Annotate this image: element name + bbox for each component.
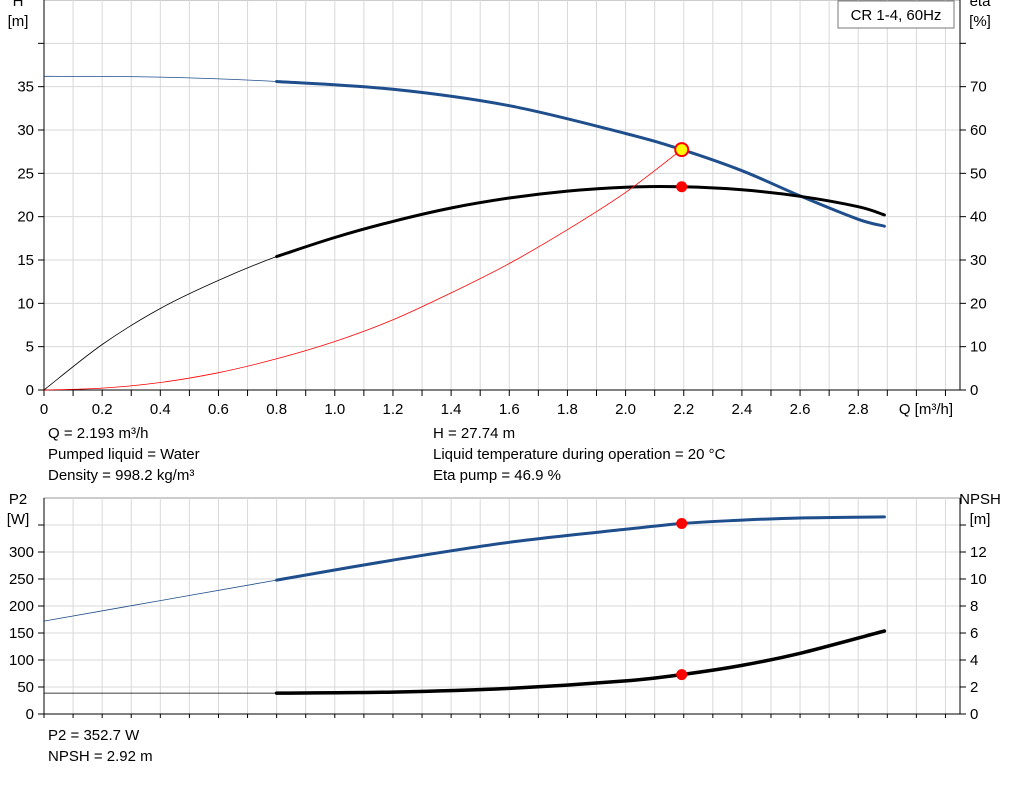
operating-point-p2 <box>676 518 688 530</box>
info-liquid: Pumped liquid = Water <box>48 446 200 463</box>
y-right-tick-label: 0 <box>970 382 978 399</box>
y-left-unit: [m] <box>8 13 29 30</box>
y-left-label: H <box>13 0 24 10</box>
y-right-label: NPSH <box>959 491 1001 508</box>
operating-point-eta <box>676 181 688 193</box>
y-left-tick-label: 30 <box>17 122 34 139</box>
y-left-label: P2 <box>9 491 27 508</box>
x-tick-label: 1.4 <box>441 401 462 418</box>
x-tick-label: 0.8 <box>266 401 287 418</box>
y-left-tick-label: 150 <box>9 625 34 642</box>
y-left-tick-label: 5 <box>26 339 34 356</box>
info-flow: Q = 2.193 m³/h <box>48 425 149 442</box>
y-left-tick-label: 25 <box>17 165 34 182</box>
series-line-1-0 <box>43 516 885 622</box>
y-right-tick-label: 20 <box>970 295 987 312</box>
operating-point-npsh <box>676 669 688 681</box>
x-tick-label: 2.8 <box>848 401 869 418</box>
x-tick-label: 2.6 <box>790 401 811 418</box>
series-operating-line-0-1 <box>275 185 886 258</box>
info-temperature: Liquid temperature during operation = 20… <box>433 446 726 463</box>
x-tick-label: 0.2 <box>92 401 113 418</box>
legend-label: CR 1-4, 60Hz <box>851 7 942 24</box>
y-left-tick-label: 15 <box>17 252 34 269</box>
x-tick-label: 0 <box>40 401 48 418</box>
y-left-tick-label: 35 <box>17 79 34 96</box>
y-left-tick-label: 300 <box>9 544 34 561</box>
x-tick-label: 0.4 <box>150 401 171 418</box>
y-right-tick-label: 60 <box>970 122 987 139</box>
y-right-tick-label: 10 <box>970 571 987 588</box>
plot-frame-0 <box>43 0 961 391</box>
x-tick-label: 0.6 <box>208 401 229 418</box>
legend-box <box>837 0 955 29</box>
y-right-tick-label: 40 <box>970 209 987 226</box>
series-operating-line-0-0 <box>275 80 886 228</box>
x-tick-label: 2.0 <box>615 401 636 418</box>
info-npsh: NPSH = 2.92 m <box>48 748 153 765</box>
y-right-tick-label: 10 <box>970 339 987 356</box>
y-right-tick-label: 2 <box>970 679 978 696</box>
y-right-tick-label: 8 <box>970 598 978 615</box>
y-left-tick-label: 0 <box>26 382 34 399</box>
operating-point-head <box>674 142 690 158</box>
y-right-tick-label: 4 <box>970 652 978 669</box>
series-line-0-2 <box>43 149 682 391</box>
y-left-tick-label: 10 <box>17 295 34 312</box>
y-right-unit: [m] <box>970 511 991 528</box>
y-left-tick-label: 100 <box>9 652 34 669</box>
y-left-tick-label: 0 <box>26 706 34 723</box>
y-right-unit: [%] <box>969 13 991 30</box>
x-axis-label: Q [m³/h] <box>899 401 953 418</box>
x-tick-label: 1.6 <box>499 401 520 418</box>
y-left-tick-label: 20 <box>17 209 34 226</box>
y-right-tick-label: 6 <box>970 625 978 642</box>
y-left-tick-label: 50 <box>17 679 34 696</box>
y-right-tick-label: 50 <box>970 165 987 182</box>
x-tick-label: 2.2 <box>673 401 694 418</box>
info-eta: Eta pump = 46.9 % <box>433 467 561 484</box>
x-tick-label: 2.4 <box>731 401 752 418</box>
info-p2: P2 = 352.7 W <box>48 727 140 744</box>
y-right-tick-label: 12 <box>970 544 987 561</box>
y-left-unit: [W] <box>7 511 30 528</box>
y-right-tick-label: 0 <box>970 706 978 723</box>
x-tick-label: 1.8 <box>557 401 578 418</box>
info-density: Density = 998.2 kg/m³ <box>48 467 195 484</box>
y-left-tick-label: 200 <box>9 598 34 615</box>
x-tick-label: 1.2 <box>383 401 404 418</box>
series-operating-line-1-0 <box>275 515 886 582</box>
info-head: H = 27.74 m <box>433 425 516 442</box>
y-right-tick-label: 30 <box>970 252 987 269</box>
y-right-tick-label: 70 <box>970 79 987 96</box>
y-left-tick-label: 250 <box>9 571 34 588</box>
series-operating-line-1-1 <box>274 629 887 695</box>
x-tick-label: 1.0 <box>324 401 345 418</box>
y-right-label: eta <box>970 0 992 10</box>
